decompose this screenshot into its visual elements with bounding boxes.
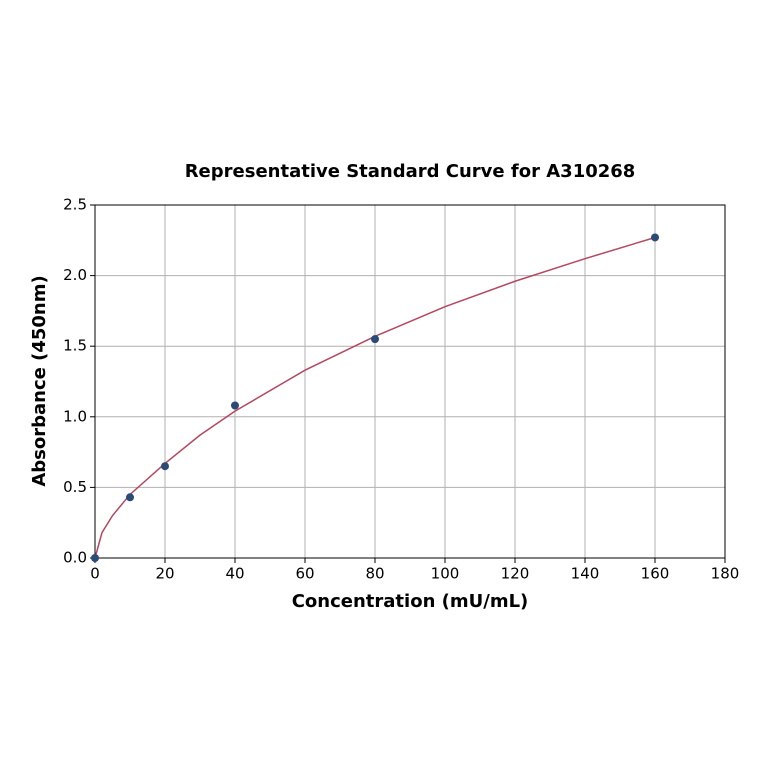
y-tick-label: 1.5 bbox=[63, 337, 87, 355]
x-tick-label: 20 bbox=[155, 565, 174, 583]
y-tick-label: 2.5 bbox=[63, 196, 87, 214]
data-point bbox=[161, 462, 169, 471]
data-point bbox=[231, 401, 239, 410]
data-point bbox=[651, 233, 659, 242]
x-tick-label: 140 bbox=[571, 565, 600, 583]
chart-title: Representative Standard Curve for A31026… bbox=[185, 161, 636, 182]
data-point bbox=[371, 335, 379, 344]
x-tick-label: 160 bbox=[641, 565, 670, 583]
x-tick-label: 80 bbox=[365, 565, 384, 583]
x-tick-label: 100 bbox=[431, 565, 460, 583]
x-tick-label: 120 bbox=[501, 565, 530, 583]
y-tick-label: 0.5 bbox=[63, 478, 87, 496]
y-tick-label: 1.0 bbox=[63, 407, 87, 425]
x-axis-label: Concentration (mU/mL) bbox=[292, 591, 529, 612]
x-tick-label: 60 bbox=[295, 565, 314, 583]
fit-curve bbox=[94, 236, 656, 559]
x-tick-label: 40 bbox=[225, 565, 244, 583]
x-tick-label: 0 bbox=[90, 565, 100, 583]
plot-frame bbox=[94, 204, 726, 559]
y-tick-label: 0.0 bbox=[63, 549, 87, 567]
y-tick-label: 2.0 bbox=[63, 266, 87, 284]
y-axis-label: Absorbance (450nm) bbox=[29, 275, 50, 486]
data-point bbox=[126, 493, 134, 502]
data-point bbox=[91, 554, 99, 562]
x-tick-label: 180 bbox=[711, 565, 740, 583]
